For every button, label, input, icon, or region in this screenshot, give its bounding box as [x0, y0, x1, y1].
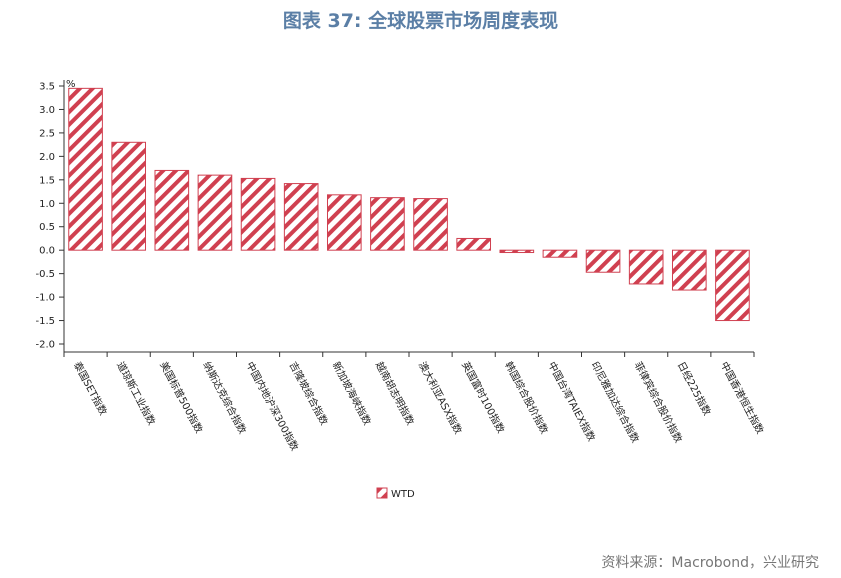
bar	[628, 249, 664, 285]
bar	[542, 249, 578, 258]
y-tick-label: 3.5	[39, 82, 55, 93]
bar	[585, 249, 621, 273]
bar	[671, 249, 707, 291]
y-tick-label: 2.5	[39, 128, 55, 139]
bar	[154, 169, 190, 251]
category-label: 英国富时100指数	[459, 359, 508, 435]
y-axis: 3.5 3.0 2.5 2.0 1.5 1.0 0.5 0.0 -0.5 -1.0 -1.5 -2.0	[35, 80, 65, 352]
category-label: 菲律宾综合股价指数	[632, 359, 686, 445]
legend: WTD	[376, 487, 415, 500]
y-tick-label: -2.0	[35, 340, 55, 351]
category-label: 中国台湾TAIEX指数	[545, 359, 598, 443]
category-label: 道琼斯工业指数	[114, 359, 158, 427]
category-label: 美国标普500指数	[157, 359, 206, 435]
category-label: 泰国SET指数	[71, 359, 110, 417]
legend-swatch	[376, 487, 388, 499]
category-label: 印尼雅加达综合指数	[588, 359, 642, 445]
y-tick-label: 1.5	[39, 175, 55, 186]
bar	[715, 249, 750, 322]
y-tick-label: 0.5	[39, 222, 55, 233]
bar	[197, 174, 233, 251]
x-axis	[63, 351, 755, 357]
category-label: 澳大利亚ASX指数	[416, 359, 465, 436]
y-tick-label: 2.0	[39, 152, 55, 163]
category-labels: 泰国SET指数 道琼斯工业指数 美国标普500指数纳斯达克综合指数中国内地沪深300…	[71, 359, 767, 453]
source-note: 资料来源：Macrobond，兴业研究	[601, 555, 819, 571]
bar	[68, 87, 103, 251]
category-label: 新加坡海峡指数	[330, 359, 374, 427]
bar	[413, 198, 448, 251]
bar	[370, 197, 405, 251]
y-tick-label: 0.0	[39, 246, 55, 257]
bar	[240, 177, 276, 251]
bar	[326, 194, 362, 251]
category-label: 纳斯达克综合指数	[200, 359, 249, 436]
category-label: 日经225指数	[675, 359, 714, 417]
category-label: 吉隆坡综合指数	[287, 359, 331, 427]
y-tick-label: 1.0	[39, 199, 55, 210]
bar	[499, 249, 535, 254]
category-label: 中国香港恒生指数	[718, 359, 767, 436]
category-label: 越南胡志明指数	[373, 359, 417, 427]
bar	[111, 141, 147, 251]
legend-label: WTD	[391, 489, 415, 500]
y-tick-label: -0.5	[35, 269, 55, 280]
y-tick-label: -1.5	[35, 316, 55, 327]
y-tick-label: -1.0	[35, 293, 55, 304]
chart-title: 图表 37: 全球股票市场周度表现	[282, 10, 559, 32]
bar	[283, 183, 319, 251]
y-unit-label: %	[66, 79, 76, 90]
y-tick-label: 3.0	[39, 105, 55, 116]
bars	[68, 87, 750, 322]
bar	[456, 237, 492, 251]
category-label: 韩国综合股价指数	[502, 359, 551, 436]
